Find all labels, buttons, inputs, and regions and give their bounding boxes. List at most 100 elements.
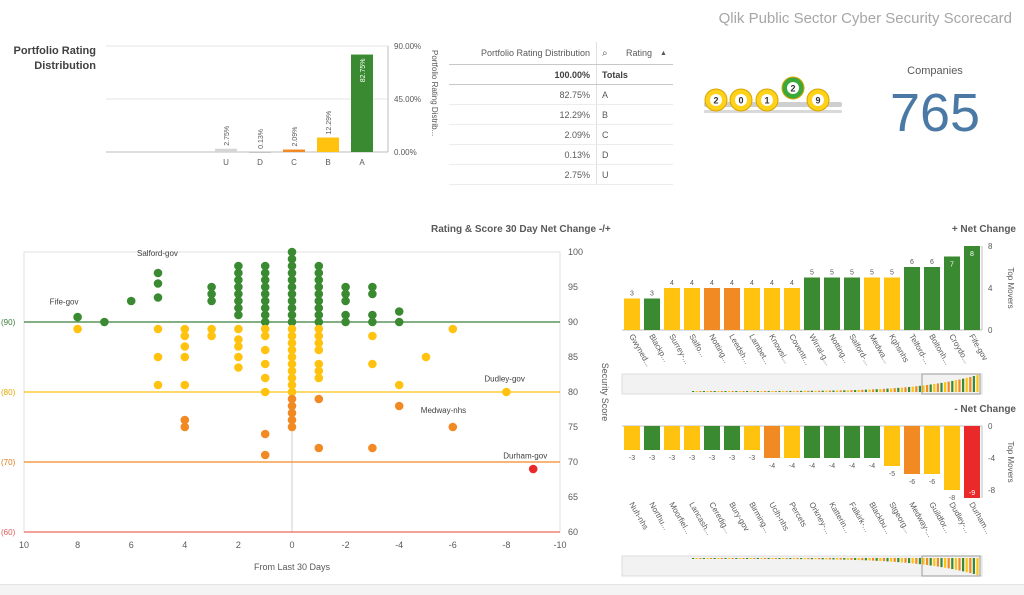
scatter-point[interactable]	[234, 352, 243, 362]
scatter-point[interactable]	[234, 303, 243, 313]
scatter-point[interactable]	[287, 317, 297, 327]
net-bar[interactable]	[924, 426, 940, 474]
scatter-point[interactable]	[287, 303, 297, 313]
scatter-point[interactable]	[234, 310, 243, 320]
scatter-point[interactable]	[234, 261, 243, 271]
scatter-point[interactable]	[100, 317, 109, 327]
scatter-point[interactable]	[368, 310, 377, 320]
net-bar[interactable]	[664, 288, 680, 330]
header-rating-cell[interactable]: ⌕ Rating ▲	[597, 42, 673, 64]
scatter-point[interactable]	[528, 464, 538, 474]
scatter-point[interactable]	[394, 307, 404, 316]
x-tick-label[interactable]: Northu...	[647, 501, 670, 532]
scatter-point[interactable]	[234, 282, 243, 292]
scatter-point[interactable]	[314, 303, 324, 313]
scatter-point[interactable]	[314, 366, 324, 376]
scatter-point[interactable]	[314, 275, 324, 285]
scatter-point[interactable]	[260, 450, 270, 460]
table-row[interactable]: 2.09% C	[449, 125, 673, 145]
scatter-point[interactable]	[260, 317, 270, 327]
scatter-point[interactable]	[260, 324, 270, 334]
scatter-chart[interactable]: (90) (80) (70) (60)10 8 6 4 2 0 -2 -4 -6 -8 -10 100 95 9…	[0, 240, 618, 580]
scatter-point[interactable]	[287, 366, 297, 376]
scatter-point[interactable]	[180, 324, 190, 334]
table-row[interactable]: 12.29% B	[449, 105, 673, 125]
net-bar[interactable]	[924, 267, 940, 330]
scatter-point[interactable]	[287, 268, 297, 278]
net-bar[interactable]	[884, 277, 900, 331]
scatter-point[interactable]	[314, 359, 324, 369]
scatter-point[interactable]	[287, 394, 297, 404]
scatter-point[interactable]	[73, 312, 82, 322]
bar-c[interactable]	[283, 149, 305, 152]
net-bar[interactable]	[904, 267, 920, 330]
scatter-point[interactable]	[180, 352, 190, 362]
scatter-point[interactable]	[287, 247, 297, 257]
scatter-point[interactable]	[394, 317, 404, 327]
scatter-point[interactable]	[368, 282, 377, 292]
scatter-point[interactable]	[314, 296, 324, 306]
net-bar[interactable]	[664, 426, 680, 450]
scatter-point[interactable]	[180, 380, 190, 390]
net-bar[interactable]	[644, 298, 660, 331]
net-bar[interactable]	[904, 426, 920, 474]
scatter-point[interactable]	[287, 352, 297, 362]
scatter-point[interactable]	[314, 331, 324, 341]
x-tick-label[interactable]: C	[291, 158, 297, 167]
net-bar[interactable]	[884, 426, 900, 466]
scatter-point[interactable]	[207, 331, 216, 341]
scatter-point[interactable]	[234, 275, 243, 285]
portfolio-rating-chart[interactable]: 90.00% 45.00% 0.00% Portfolio Rating Distri…	[100, 36, 445, 176]
net-bar[interactable]	[724, 288, 740, 330]
net-bar[interactable]	[624, 298, 640, 331]
table-cell-rating[interactable]: D	[602, 149, 609, 160]
scatter-point[interactable]	[180, 422, 190, 432]
scatter-point[interactable]	[287, 408, 297, 418]
scatter-point[interactable]	[153, 352, 163, 362]
scatter-point[interactable]	[287, 387, 297, 397]
scatter-point[interactable]	[260, 261, 270, 271]
x-tick-label[interactable]: D	[257, 158, 263, 167]
scatter-point[interactable]	[314, 324, 324, 334]
bar-b[interactable]	[317, 137, 339, 152]
scatter-point[interactable]	[368, 331, 377, 341]
scatter-point[interactable]	[153, 293, 163, 302]
scatter-point[interactable]	[314, 261, 324, 271]
scatter-point[interactable]	[368, 317, 377, 327]
scatter-point[interactable]	[314, 338, 324, 348]
scatter-point[interactable]	[314, 394, 324, 404]
scatter-point[interactable]	[341, 289, 350, 299]
scatter-point[interactable]	[314, 345, 324, 355]
scatter-point[interactable]	[314, 282, 324, 292]
net-bar[interactable]	[644, 426, 660, 450]
scatter-point[interactable]	[287, 254, 297, 264]
scatter-point[interactable]	[260, 282, 270, 292]
net-bar[interactable]	[724, 426, 740, 450]
scatter-point[interactable]	[287, 275, 297, 285]
header-distribution[interactable]: Portfolio Rating Distribution	[449, 42, 597, 64]
net-bar[interactable]	[704, 288, 720, 330]
x-tick-label[interactable]: B	[325, 158, 330, 167]
net-bar[interactable]	[744, 426, 760, 450]
scatter-point[interactable]	[287, 401, 297, 411]
net-bar[interactable]	[844, 426, 860, 458]
scatter-point[interactable]	[153, 380, 163, 390]
net-bar[interactable]	[744, 288, 760, 330]
scatter-point[interactable]	[260, 345, 270, 355]
net-bar[interactable]	[684, 288, 700, 330]
scatter-point[interactable]	[287, 345, 297, 355]
scatter-point[interactable]	[314, 317, 324, 327]
table-cell-rating[interactable]: C	[602, 129, 609, 140]
scatter-point[interactable]	[368, 359, 377, 369]
scatter-point[interactable]	[234, 363, 243, 372]
scatter-point[interactable]	[287, 310, 297, 320]
scatter-point[interactable]	[368, 443, 377, 453]
scatter-point[interactable]	[260, 331, 270, 341]
scatter-point[interactable]	[314, 268, 324, 278]
scatter-point[interactable]	[287, 422, 297, 432]
table-row[interactable]: 0.13% D	[449, 145, 673, 165]
net-bar[interactable]	[944, 256, 960, 331]
scrollbar-thumb[interactable]	[921, 555, 981, 577]
scatter-point[interactable]	[260, 268, 270, 278]
scatter-point[interactable]	[260, 275, 270, 285]
